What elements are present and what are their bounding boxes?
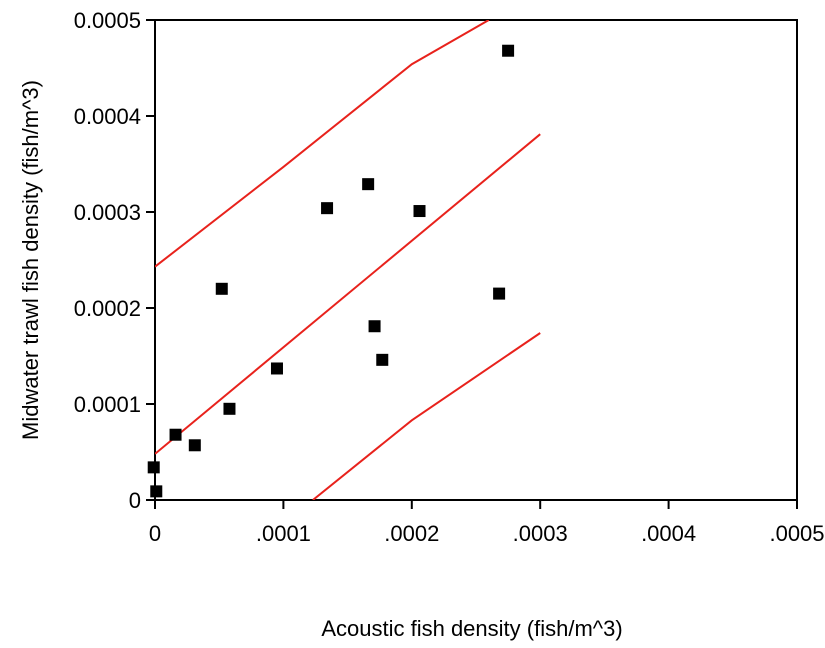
x-axis: 0 .0001 .0002 .0003 .0004 .0005: [149, 500, 825, 546]
lower-line: [312, 332, 541, 500]
y-axis-title: Midwater trawl fish density (fish/m^3): [18, 80, 43, 440]
data-point: [270, 362, 283, 375]
regression-lines: [155, 20, 541, 500]
data-point: [502, 44, 515, 57]
upper-line: [155, 20, 490, 268]
data-point: [362, 178, 375, 191]
y-tick-label: 0.0002: [74, 296, 141, 321]
data-point: [223, 402, 236, 415]
x-axis-title: Acoustic fish density (fish/m^3): [321, 616, 622, 641]
data-points: [147, 44, 515, 498]
y-tick-label: 0.0001: [74, 392, 141, 417]
data-point: [493, 287, 506, 300]
y-tick-label: 0.0003: [74, 200, 141, 225]
data-point: [147, 461, 160, 474]
x-tick-label: 0: [149, 521, 161, 546]
fit-line: [155, 133, 541, 455]
data-point: [215, 282, 228, 295]
y-axis: 0 0.0001 0.0002 0.0003 0.0004 0.0005: [74, 8, 155, 513]
x-tick-label: .0004: [641, 521, 696, 546]
data-point: [368, 320, 381, 333]
y-tick-label: 0.0005: [74, 8, 141, 33]
x-tick-label: .0001: [256, 521, 311, 546]
data-point: [169, 428, 182, 441]
x-tick-label: .0002: [384, 521, 439, 546]
y-tick-label: 0: [129, 488, 141, 513]
y-tick-label: 0.0004: [74, 104, 141, 129]
plot-frame: [154, 19, 798, 501]
data-point: [413, 205, 426, 218]
x-tick-label: .0003: [513, 521, 568, 546]
data-point: [376, 353, 389, 366]
data-point: [150, 485, 163, 498]
data-point: [321, 202, 334, 215]
data-point: [188, 439, 201, 452]
x-tick-label: .0005: [769, 521, 824, 546]
